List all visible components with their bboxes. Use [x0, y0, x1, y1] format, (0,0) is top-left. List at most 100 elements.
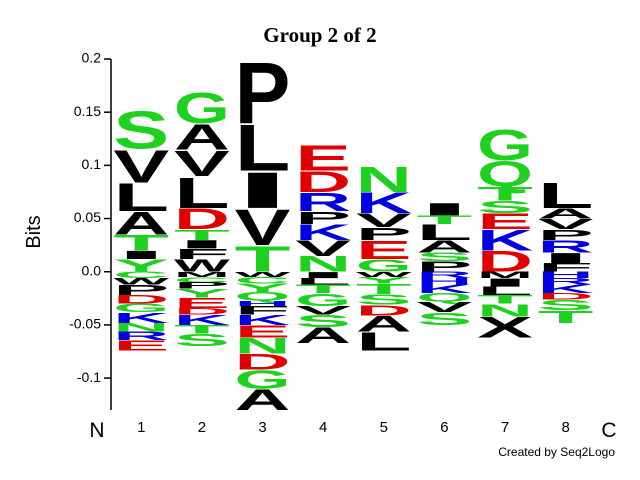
logo-letter: V [538, 216, 594, 232]
logo-letter: D [174, 203, 230, 236]
logo-letter: A [235, 383, 291, 416]
y-tick-label: -0.05 [69, 316, 101, 332]
logo-letter: F [538, 261, 594, 274]
logo-letter: W [235, 271, 291, 279]
logo-letter: S [295, 311, 351, 331]
logo-letter: L [477, 285, 533, 298]
chart-title: Group 2 of 2 [263, 23, 376, 47]
logo-letter: A [174, 116, 230, 157]
logo-letter: Y [235, 282, 291, 295]
logo-letter: T [174, 227, 230, 243]
logo-letter: P [174, 281, 230, 291]
logo-letter: T [477, 184, 533, 205]
logo-letter: P [235, 44, 291, 142]
logo-letter: P [356, 224, 412, 244]
logo-letter: P [417, 259, 473, 275]
logo-letter: V [295, 236, 351, 260]
logo-letter: L [113, 176, 169, 220]
logo-letter: M [477, 270, 533, 280]
x-tick-label: 5 [380, 419, 388, 436]
logo-letter: D [174, 307, 230, 317]
logo-letter: F [235, 304, 291, 317]
logo-letter: X [477, 311, 533, 344]
logo-letter: N [235, 334, 291, 358]
logo-letter: N [113, 321, 169, 334]
logo-letter: I [174, 238, 230, 251]
logo-letter: C [174, 276, 230, 284]
logo-letter: A [295, 323, 351, 347]
logo-letter: I [538, 250, 594, 266]
logo-letter: T [295, 283, 351, 296]
logo-letter: T [235, 239, 291, 280]
logo-letter: G [295, 290, 351, 310]
x-tick-label: 3 [258, 419, 266, 436]
logo-letter: L [538, 175, 594, 216]
logo-letter: N [477, 301, 533, 321]
logo-letter: Q [477, 154, 533, 195]
logo-letter: E [113, 337, 169, 353]
logo-letter: N [356, 159, 412, 200]
logo-letter: A [417, 237, 473, 257]
logo-letter: S [417, 309, 473, 329]
logo-letter: Y [356, 276, 412, 286]
logo-letter: D [538, 292, 594, 302]
logo-letter: E [477, 210, 533, 234]
logo-letter: S [417, 251, 473, 264]
logo-letter: A [113, 206, 169, 242]
logo-letter: V [356, 210, 412, 231]
logo-letter: L [356, 327, 412, 356]
logo-letter: F [174, 246, 230, 262]
logo-letter: I [477, 276, 533, 289]
logo-letter: E [174, 295, 230, 311]
logo-letter: L [174, 169, 230, 218]
logo-letter: K [356, 187, 412, 220]
credit: Created by Seq2Logo [498, 445, 615, 459]
logo-letter: S [538, 297, 594, 313]
logo-letter: T [477, 293, 533, 306]
logo-letter: G [113, 302, 169, 315]
logo-letter: G [235, 365, 291, 394]
x-tick-label: 8 [562, 419, 570, 436]
logo-letter: E [235, 322, 291, 342]
logo-letter: H [235, 299, 291, 307]
logo-letter: C [113, 270, 169, 280]
logo-letter: N [295, 252, 351, 276]
logo-letter: E [295, 138, 351, 179]
logo-letter: T [538, 307, 594, 327]
n-terminus-label: N [89, 419, 104, 442]
logo-letter: I [113, 249, 169, 262]
logo-letter: T [113, 231, 169, 255]
x-tick-label: 1 [137, 419, 145, 436]
x-tick-label: 7 [501, 419, 509, 436]
logo-letter: Y [113, 256, 169, 276]
logo-letter: I [417, 200, 473, 220]
logo-letter: T [174, 323, 230, 336]
logo-letter: Q [235, 290, 291, 303]
logo-letter: G [477, 121, 533, 170]
logo-letter: R [113, 329, 169, 342]
logo-letter: P [538, 227, 594, 243]
logo-letter: H [417, 277, 473, 287]
logo-letter: V [417, 299, 473, 315]
y-tick-label: 0.0 [82, 262, 102, 278]
logo-letter: Y [174, 287, 230, 300]
y-tick-label: 0.15 [74, 103, 101, 119]
logo-letter: K [113, 310, 169, 326]
y-axis-label: Bits [23, 215, 45, 248]
logo-letter: W [113, 277, 169, 287]
y-tick-label: 0.1 [82, 156, 102, 172]
logo-letter: V [235, 199, 291, 256]
logo-letter: A [356, 312, 412, 336]
logo-letter: D [295, 165, 351, 198]
logo-letter: K [538, 283, 594, 296]
c-terminus-label: C [601, 419, 616, 442]
x-tick-label: 4 [319, 419, 327, 436]
logo-letter: K [174, 312, 230, 328]
logo-letter: D [356, 302, 412, 318]
x-tick-label: 2 [198, 419, 206, 436]
logo-letter: T [356, 281, 412, 297]
logo-letter: W [356, 271, 412, 279]
logo-letter: L [417, 220, 473, 244]
logo-letter: A [538, 205, 594, 221]
